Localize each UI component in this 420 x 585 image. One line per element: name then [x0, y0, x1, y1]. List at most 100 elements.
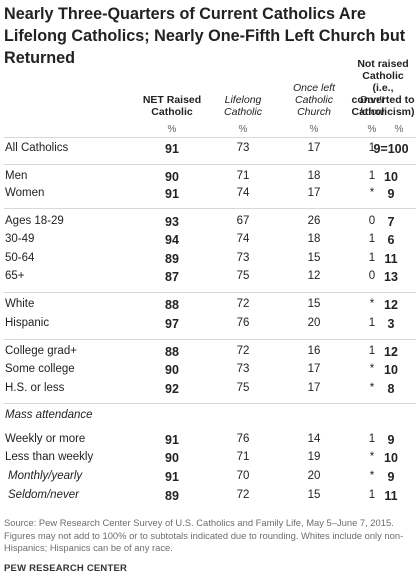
table-cell: 90	[165, 450, 179, 465]
table-cell: 88	[165, 297, 179, 312]
table-cell: 9	[387, 186, 395, 201]
table-cell: 15	[307, 252, 321, 264]
table-cell: 10	[384, 450, 398, 465]
column-header-line: Catholic	[295, 94, 333, 106]
column-header-line: NET Raised	[142, 94, 202, 106]
row-divider	[4, 292, 416, 293]
table-cell: 10	[384, 169, 398, 184]
column-header: Not raised Catholic (i.e., converted to Cath…	[348, 58, 418, 118]
row-label: Women	[5, 187, 45, 199]
percent-label: %	[238, 124, 248, 135]
table-cell: 8	[387, 381, 395, 396]
table-cell: 71	[236, 451, 250, 463]
column-header: Lifelong Catholic	[212, 94, 274, 118]
column-header-line: converted to	[351, 94, 415, 106]
chart-title: Nearly Three-Quarters of Current Catholi…	[4, 5, 406, 67]
table-cell: 12	[384, 297, 398, 312]
row-label: Seldom/never	[8, 489, 79, 501]
table-cell: 75	[236, 382, 250, 394]
row-label: Men	[5, 170, 28, 182]
table-cell: 3	[387, 316, 395, 331]
table-cell: 19	[307, 451, 321, 463]
table-cell: *	[369, 187, 375, 199]
percent-label: %	[309, 124, 319, 135]
table-cell: 1	[368, 170, 376, 182]
table-cell: 89	[165, 251, 179, 266]
column-header-line: Lifelong	[224, 94, 262, 106]
table-cell: 91	[165, 186, 179, 201]
column-header-line: Church	[297, 106, 331, 118]
table-cell: *	[369, 298, 375, 310]
table-cell: 67	[236, 215, 250, 227]
row-label: Ages 18-29	[5, 215, 64, 227]
row-divider	[4, 164, 416, 165]
table-cell: 76	[236, 433, 250, 445]
table-cell: 16	[307, 345, 321, 357]
table-cell: 14	[307, 433, 321, 445]
column-header-line: Catholicism)	[351, 106, 415, 118]
table-cell: 72	[236, 489, 250, 501]
table-cell: 9=100	[373, 141, 409, 156]
table-cell: 15	[307, 489, 321, 501]
row-label: Less than weekly	[5, 451, 94, 463]
table-cell: 91	[165, 141, 179, 156]
table-cell: *	[369, 470, 375, 482]
row-label: 65+	[5, 270, 25, 282]
percent-label: %	[394, 124, 404, 135]
table-cell: 1	[368, 433, 376, 445]
table-cell: 1	[368, 252, 376, 264]
table-cell: 1	[368, 345, 376, 357]
table-cell: 17	[307, 187, 321, 199]
table-cell: 87	[165, 269, 179, 284]
table-cell: 71	[236, 170, 250, 182]
table-cell: 12	[307, 270, 321, 282]
column-header-line: Catholic	[362, 70, 404, 82]
row-divider	[4, 208, 416, 209]
table-cell: 97	[165, 316, 179, 331]
table-cell: 11	[384, 251, 398, 266]
column-header: NET Raised Catholic	[137, 94, 207, 118]
table-cell: 1	[368, 317, 376, 329]
row-label: All Catholics	[5, 142, 69, 154]
table-cell: 7	[387, 214, 395, 229]
row-label: 50-64	[5, 252, 35, 264]
table-cell: 91	[165, 432, 179, 447]
column-header: Don't know	[352, 94, 392, 118]
table-cell: 17	[307, 382, 321, 394]
table-cell: 74	[236, 187, 250, 199]
table-cell: 89	[165, 488, 179, 503]
table-cell: 9	[387, 432, 395, 447]
percent-label: %	[167, 124, 177, 135]
column-header-line: Once left	[292, 82, 336, 94]
table-cell: 88	[165, 344, 179, 359]
table-cell: 75	[236, 270, 250, 282]
table-cell: 13	[384, 269, 398, 284]
table-cell: *	[369, 451, 375, 463]
table-cell: 93	[165, 214, 179, 229]
table-cell: 94	[165, 232, 179, 247]
table-cell: 0	[368, 215, 376, 227]
column-header-line: Not raised	[357, 58, 409, 70]
row-label: 30-49	[5, 233, 35, 245]
table-cell: *	[369, 382, 375, 394]
table-cell: 6	[387, 232, 395, 247]
source-note: Source: Pew Research Center Survey of U.…	[4, 517, 404, 553]
table-cell: 73	[236, 363, 250, 375]
table-cell: 26	[307, 215, 321, 227]
table-cell: 17	[307, 363, 321, 375]
table-cell: 18	[307, 170, 321, 182]
column-header: Once left Catholic Church	[283, 82, 345, 118]
table-cell: *	[369, 363, 375, 375]
table-cell: 72	[236, 298, 250, 310]
table-cell: 76	[236, 317, 250, 329]
table-cell: 9	[387, 469, 395, 484]
column-header-line: (i.e.,	[372, 82, 394, 94]
table-cell: 12	[384, 344, 398, 359]
table-cell: 70	[236, 470, 250, 482]
row-label: H.S. or less	[5, 382, 65, 394]
table-cell: 73	[236, 142, 250, 154]
table-cell: 1	[368, 233, 376, 245]
table-cell: 15	[307, 298, 321, 310]
table-cell: 92	[165, 381, 179, 396]
row-label: Mass attendance	[5, 409, 93, 421]
